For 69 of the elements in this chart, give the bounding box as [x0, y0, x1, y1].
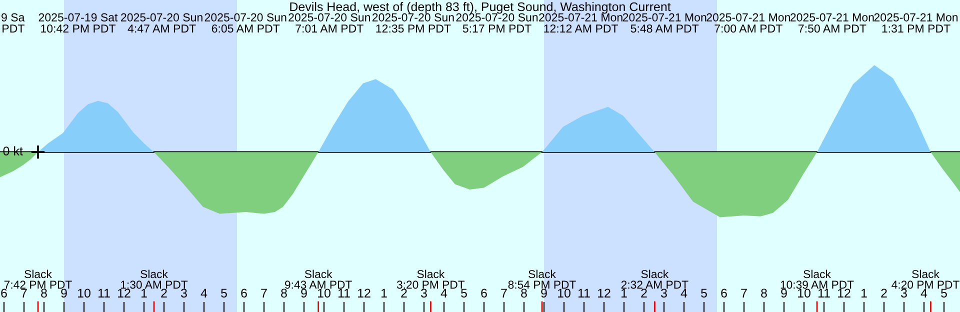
x-tick-label: 3: [661, 288, 667, 298]
x-tick-label: 8: [521, 288, 527, 298]
x-tick-label: 10: [318, 288, 330, 298]
x-tick-label: 12: [118, 288, 130, 298]
annotation: Slack 9:43 AM PDT: [285, 270, 352, 289]
x-tick-label: 1: [141, 288, 147, 298]
annotation: Slack 7:42 PM PDT: [4, 270, 72, 289]
text: 2025-07-21 Mon 7:50 AM PDT: [790, 13, 874, 33]
x-tick-label: 10: [558, 288, 570, 298]
x-tick-label: 12: [598, 288, 610, 298]
x-tick-label: 11: [578, 288, 590, 298]
x-tick-label: 7: [261, 288, 267, 298]
annotation: Slack 8:54 PM PDT: [508, 270, 576, 289]
x-tick-label: 10: [78, 288, 90, 298]
x-tick-label: 1: [621, 288, 627, 298]
x-tick-label: 2: [161, 288, 167, 298]
x-tick-label: 12: [838, 288, 850, 298]
x-tick-label: 8: [761, 288, 767, 298]
x-tick-label: 11: [338, 288, 350, 298]
x-tick-label: 9: [61, 288, 67, 298]
x-tick-label: 4: [200, 288, 208, 298]
x-tick-label: 2: [401, 288, 407, 298]
x-tick-label: 11: [98, 288, 110, 298]
text: 2025-07-21 Mon 12:12 AM PDT: [539, 13, 622, 33]
x-tick-label: 9: [781, 288, 787, 298]
x-tick-label: 9: [541, 288, 547, 298]
x-tick-label: 6: [721, 288, 727, 298]
x-tick-label: 3: [421, 288, 427, 298]
annotation: Slack 3:20 PM PDT: [396, 270, 465, 289]
x-tick-label: 3: [181, 288, 187, 298]
text: 2025-07-20 Sun 6:05 AM PDT: [204, 13, 286, 33]
x-tick-label: 12: [358, 288, 370, 298]
text: 2025-07-20 Sun 4:47 AM PDT: [121, 13, 202, 33]
x-tick-label: 2: [641, 288, 647, 298]
x-tick-label: 5: [221, 288, 227, 298]
x-tick-label: 7: [741, 288, 747, 298]
x-tick-label: 4: [680, 288, 688, 298]
text: 9 Sa PDT: [2, 13, 25, 33]
text: 2025-07-21 Mon 1:31 PM PDT: [874, 13, 958, 33]
x-tick-label: 1: [381, 288, 387, 298]
text: 2025-07-20 Sun 5:17 PM PDT: [456, 13, 538, 33]
text: 2025-07-21 Mon 5:48 AM PDT: [622, 13, 706, 33]
text: 2025-07-19 Sat 10:42 PM PDT: [38, 13, 118, 33]
annotation: Slack 4:20 PM PDT: [892, 270, 960, 289]
x-tick-label: 11: [818, 288, 830, 298]
x-tick-label: 4: [920, 288, 928, 298]
text: 2025-07-20 Sun 12:35 PM PDT: [372, 13, 454, 33]
x-tick-label: 4: [440, 288, 448, 298]
x-tick-label: 5: [461, 288, 467, 298]
x-tick-label: 5: [941, 288, 947, 298]
x-tick-label: 6: [1, 288, 7, 298]
x-tick-label: 9: [301, 288, 307, 298]
annotation: Slack 1:30 AM PDT: [121, 270, 188, 289]
x-tick-label: 1: [861, 288, 867, 298]
text: 2025-07-21 Mon 7:00 AM PDT: [706, 13, 790, 33]
x-tick-label: 8: [281, 288, 287, 298]
x-tick-label: 7: [21, 288, 27, 298]
x-tick-label: 7: [501, 288, 507, 298]
chart-title: Devils Head, west of (depth 83 ft), Puget Sound, Washington Current: [290, 2, 671, 14]
x-tick-label: 6: [241, 288, 247, 298]
x-tick-label: 2: [881, 288, 887, 298]
x-tick-label: 8: [41, 288, 47, 298]
text: 2025-07-20 Sun 7:01 AM PDT: [288, 13, 370, 33]
x-tick-label: 5: [701, 288, 707, 298]
annotation: Slack 2:32 AM PDT: [621, 270, 688, 289]
x-tick-label: 6: [481, 288, 487, 298]
x-tick-label: 3: [901, 288, 907, 298]
x-tick-label: 10: [798, 288, 810, 298]
annotation: Slack 10:39 AM PDT: [780, 270, 854, 289]
